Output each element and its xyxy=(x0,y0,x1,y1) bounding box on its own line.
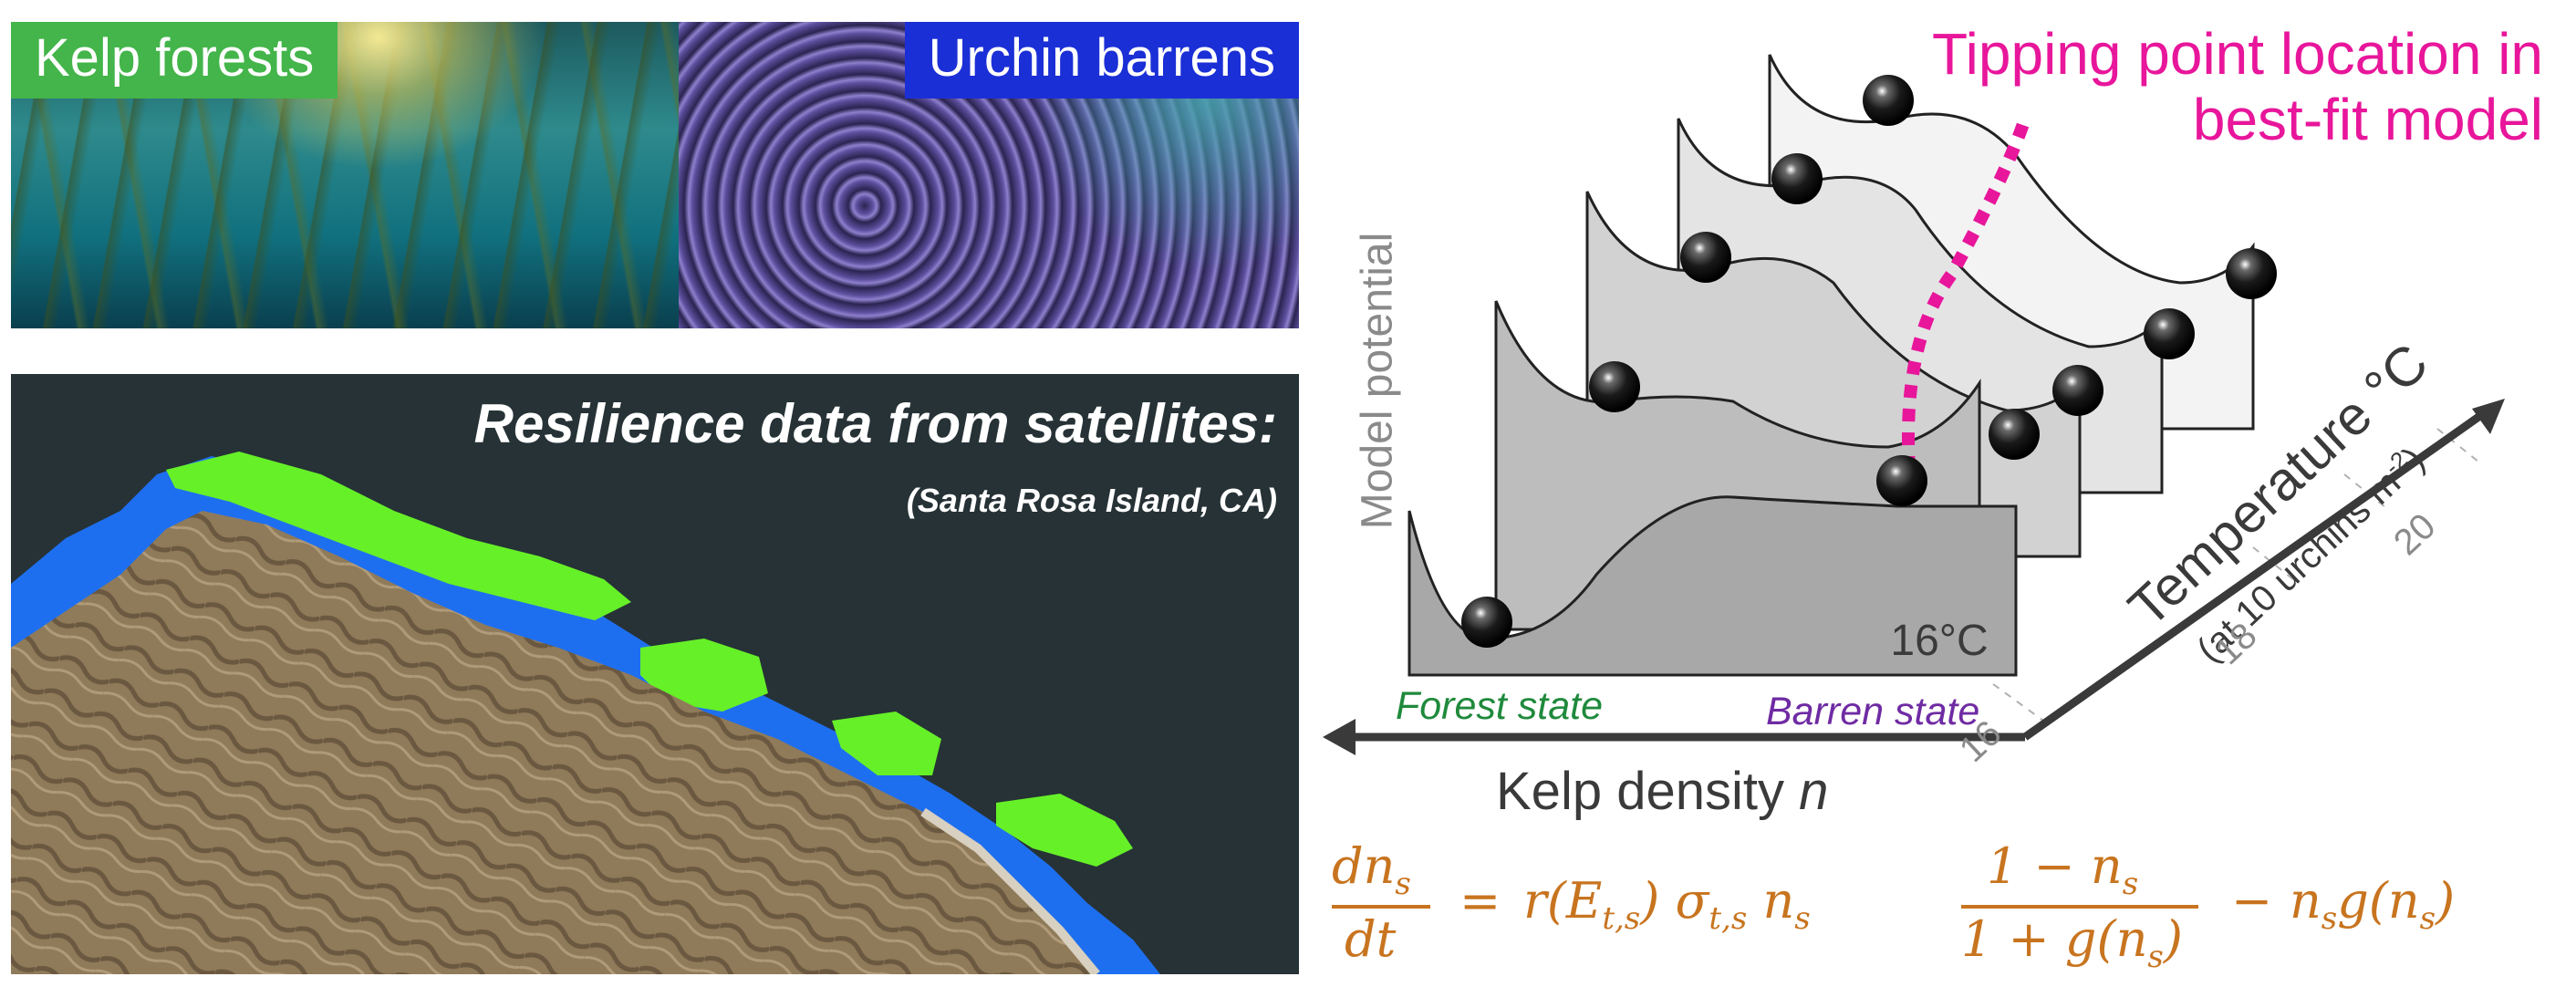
kelp-dynamics-equation: dns dt = r(Et,s) σt,s ns 1 − ns 1 + g(ns… xyxy=(1332,837,2572,975)
ball-forest-19 xyxy=(1771,153,1823,204)
ball-forest-20 xyxy=(1863,75,1914,126)
santa-rosa-island-map xyxy=(11,452,1160,974)
kelp-forests-label: Kelp forests xyxy=(11,22,338,99)
island-land xyxy=(11,511,1096,974)
ball-barren-20 xyxy=(2226,248,2277,299)
forest-state-label: Forest state xyxy=(1396,684,1604,728)
ball-barren-18 xyxy=(2052,365,2103,416)
tipping-point-curve xyxy=(1902,116,2031,494)
green-kelp-patch xyxy=(166,452,631,620)
ball-forest-17 xyxy=(1589,361,1640,412)
ball-barren-17 xyxy=(1989,409,2040,460)
eq-minus: − xyxy=(2231,872,2273,930)
green-kelp-patch xyxy=(640,639,768,712)
urchin-barrens-label: Urchin barrens xyxy=(904,22,1299,99)
urchin-barrens-photo: Urchin barrens xyxy=(679,22,1299,328)
ball-forest-18 xyxy=(1680,232,1731,283)
tipping-point-label: Tipping point location in best-fit model xyxy=(1931,21,2543,152)
eq-frac-denominator: 1 + g(ns) xyxy=(1961,910,2183,975)
temperature-axis-arrowhead xyxy=(2472,399,2505,434)
ball-forest-16 xyxy=(1461,597,1512,648)
state-balls xyxy=(1461,75,2277,648)
eq-frac-numerator: 1 − ns xyxy=(1987,837,2139,902)
eq-equals: = xyxy=(1459,872,1501,930)
kelp-density-axis-label: Kelp density n xyxy=(1496,761,1828,822)
temperature-axis xyxy=(2022,405,2493,741)
satellite-subtitle: (Santa Rosa Island, CA) xyxy=(906,482,1277,519)
green-kelp-patch xyxy=(832,712,941,775)
kelp-forest-photo: Kelp forests xyxy=(11,22,679,328)
kelp-axis-variable: n xyxy=(1799,762,1829,821)
eq-growth-term: r(Et,s) σt,s ns xyxy=(1523,872,1811,937)
barren-state-label: Barren state xyxy=(1766,690,1980,733)
eq-loss-term: nsg(ns) xyxy=(2290,872,2456,937)
eq-lhs-fraction-bar xyxy=(1332,905,1430,909)
satellite-title: Resilience data from satellites: xyxy=(473,393,1277,454)
model-potential-axis-label: Model potential xyxy=(1353,232,1402,530)
beach-line xyxy=(920,807,1100,974)
ball-barren-19 xyxy=(2144,308,2195,359)
satellite-panel: Resilience data from satellites: (Santa … xyxy=(11,374,1299,974)
eq-lhs-numerator: dns xyxy=(1332,837,1411,902)
ball-barren-16 xyxy=(1876,455,1927,506)
potential-landscape-diagram: 16°C Tipping point location in best-fit … xyxy=(1314,0,2576,821)
eq-rhs-fraction-bar xyxy=(1961,905,2198,909)
eq-lhs-denominator: dt xyxy=(1345,910,1397,968)
landscape-svg: 16°C xyxy=(1323,54,2505,755)
kelp-axis-arrowhead xyxy=(1323,719,1356,755)
front-temperature-label: 16°C xyxy=(1890,617,1988,665)
green-kelp-patch xyxy=(996,794,1133,867)
kelp-axis-text: Kelp density xyxy=(1496,762,1784,821)
